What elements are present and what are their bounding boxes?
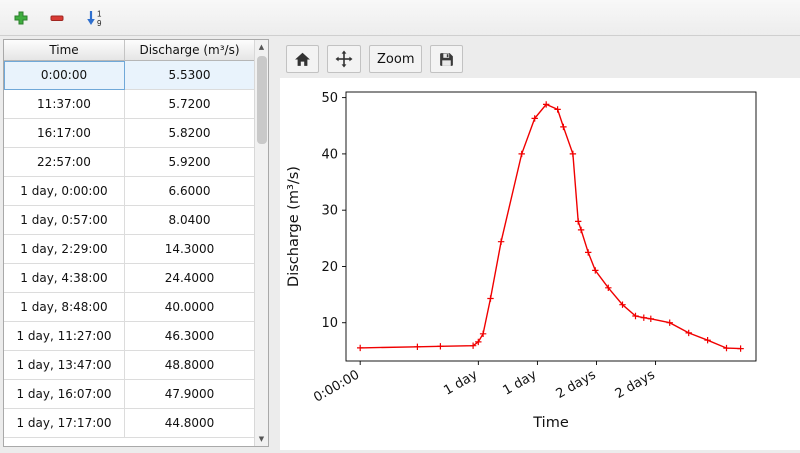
sort-rows-button[interactable]: 1 9 <box>80 6 108 30</box>
time-cell[interactable]: 0:00:00 <box>4 61 125 90</box>
table-row: 0:00:00 5.5300 <box>4 61 255 90</box>
time-cell[interactable]: 16:17:00 <box>4 119 125 148</box>
y-tick-label: 20 <box>321 260 338 275</box>
pan-icon <box>335 50 353 68</box>
column-header-discharge[interactable]: Discharge (m³/s) <box>125 40 255 61</box>
x-axis-label: Time <box>532 415 569 431</box>
time-cell[interactable]: 1 day, 11:27:00 <box>4 322 125 351</box>
time-cell[interactable]: 11:37:00 <box>4 90 125 119</box>
discharge-chart: 10 20 30 40 50 0:00:00 1 day 1 day 2 days 2 days T… <box>286 91 757 431</box>
discharge-cell[interactable]: 8.0400 <box>125 206 255 235</box>
table-row: 16:17:00 5.8200 <box>4 119 255 148</box>
zoom-button-label: Zoom <box>377 51 415 67</box>
table-row: 1 day, 11:27:00 46.3000 <box>4 322 255 351</box>
discharge-cell[interactable]: 5.9200 <box>125 148 255 177</box>
table-body: 0:00:00 5.5300 11:37:00 5.7200 16:17:00 5.820… <box>4 61 255 446</box>
main-toolbar: 1 9 <box>0 0 800 36</box>
home-button[interactable] <box>286 45 319 73</box>
table-header: Time Discharge (m³/s) <box>4 40 255 61</box>
discharge-cell[interactable]: 24.4000 <box>125 264 255 293</box>
x-tick-label: 0:00:00 <box>311 367 362 405</box>
time-series-table-panel: Time Discharge (m³/s) 0:00:00 5.5300 11:37:… <box>3 39 269 447</box>
time-cell[interactable]: 1 day, 4:38:00 <box>4 264 125 293</box>
discharge-cell[interactable]: 40.0000 <box>125 293 255 322</box>
discharge-cell[interactable]: 14.3000 <box>125 235 255 264</box>
chart-toolbar: Zoom <box>286 44 464 74</box>
scroll-down-button[interactable]: ▼ <box>258 435 265 443</box>
x-tick-label: 2 days <box>613 367 658 402</box>
time-cell[interactable]: 1 day, 8:48:00 <box>4 293 125 322</box>
pan-button[interactable] <box>327 45 361 73</box>
discharge-cell[interactable]: 48.8000 <box>125 351 255 380</box>
zoom-button[interactable]: Zoom <box>369 45 423 73</box>
table-row: 1 day, 8:48:00 40.0000 <box>4 293 255 322</box>
y-tick-label: 10 <box>321 316 338 331</box>
discharge-cell[interactable]: 5.8200 <box>125 119 255 148</box>
discharge-cell[interactable]: 6.6000 <box>125 177 255 206</box>
table-row: 1 day, 2:29:00 14.3000 <box>4 235 255 264</box>
y-tick-label: 30 <box>321 204 338 219</box>
add-row-button[interactable] <box>8 7 34 29</box>
minus-icon <box>50 15 64 21</box>
table-row: 1 day, 0:57:00 8.0400 <box>4 206 255 235</box>
table-row: 11:37:00 5.7200 <box>4 90 255 119</box>
discharge-cell[interactable]: 46.3000 <box>125 322 255 351</box>
discharge-line <box>360 103 741 350</box>
discharge-cell[interactable]: 44.8000 <box>125 409 255 438</box>
scrollbar-thumb[interactable] <box>257 56 267 144</box>
scroll-up-button[interactable]: ▲ <box>258 43 265 51</box>
time-cell[interactable]: 1 day, 13:47:00 <box>4 351 125 380</box>
plot-area <box>345 91 757 362</box>
save-figure-button[interactable] <box>430 45 464 73</box>
chart-figure: 10 20 30 40 50 0:00:00 1 day 1 day 2 days 2 days T… <box>280 78 800 450</box>
x-tick-label: 2 days <box>554 367 599 402</box>
save-icon <box>440 52 454 66</box>
svg-text:9: 9 <box>97 19 102 27</box>
plus-markers <box>357 101 744 352</box>
column-header-time[interactable]: Time <box>4 40 125 61</box>
time-cell[interactable]: 22:57:00 <box>4 148 125 177</box>
time-cell[interactable]: 1 day, 0:00:00 <box>4 177 125 206</box>
discharge-cell[interactable]: 5.5300 <box>125 61 255 90</box>
svg-text:1: 1 <box>97 9 102 18</box>
home-icon <box>295 52 310 66</box>
time-cell[interactable]: 1 day, 0:57:00 <box>4 206 125 235</box>
x-tick-label: 1 day <box>441 367 480 398</box>
y-axis-label: Discharge (m³/s) <box>286 166 302 287</box>
table-row: 1 day, 4:38:00 24.4000 <box>4 264 255 293</box>
y-tick-label: 40 <box>321 147 338 162</box>
table-row: 1 day, 0:00:00 6.6000 <box>4 177 255 206</box>
time-cell[interactable]: 1 day, 17:17:00 <box>4 409 125 438</box>
table-row: 1 day, 17:17:00 44.8000 <box>4 409 255 438</box>
time-cell[interactable]: 1 day, 2:29:00 <box>4 235 125 264</box>
remove-row-button[interactable] <box>44 7 70 29</box>
table-row: 22:57:00 5.9200 <box>4 148 255 177</box>
table-scrollbar[interactable]: ▲ ▼ <box>254 40 268 446</box>
x-tick-label: 1 day <box>500 367 539 398</box>
table-row: 1 day, 13:47:00 48.8000 <box>4 351 255 380</box>
discharge-cell[interactable]: 5.7200 <box>125 90 255 119</box>
y-tick-label: 50 <box>321 91 338 106</box>
sort-numeric-down-icon: 1 9 <box>85 9 103 27</box>
table-row: 1 day, 16:07:00 47.9000 <box>4 380 255 409</box>
time-cell[interactable]: 1 day, 16:07:00 <box>4 380 125 409</box>
plus-icon <box>14 11 28 24</box>
discharge-cell[interactable]: 47.9000 <box>125 380 255 409</box>
